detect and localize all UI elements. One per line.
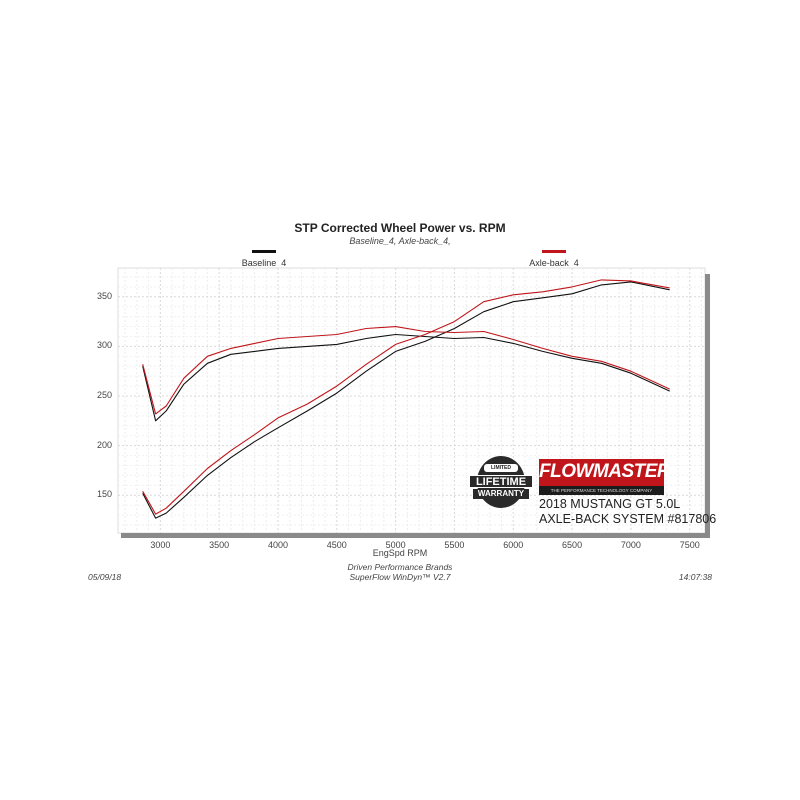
footer-time: 14:07:38 <box>678 572 712 582</box>
footer-software: SuperFlow WinDyn™ V2.7 <box>349 572 451 582</box>
y-tick-label: 250 <box>96 390 112 401</box>
series-line-baseline-upper <box>142 333 670 422</box>
legend-swatch-axleback <box>542 250 566 253</box>
series-line-baseline-lower <box>142 281 670 519</box>
footer-date: 05/09/18 <box>88 572 122 582</box>
x-tick-label: 7500 <box>679 540 700 550</box>
x-tick-label: 7000 <box>620 540 641 550</box>
series-line-axleback-upper <box>142 326 670 415</box>
product-description: 2018 MUSTANG GT 5.0L AXLE-BACK SYSTEM #8… <box>539 497 716 527</box>
x-axis-label: EngSpd RPM <box>372 548 428 558</box>
flowmaster-logo: FLOWMASTER THE PERFORMANCE TECHNOLOGY CO… <box>539 459 671 495</box>
series-line-axleback-lower <box>142 279 670 515</box>
warranty-badge-logo: LIMITED LIFETIME WARRANTY <box>469 456 533 510</box>
y-tick-label: 350 <box>96 290 112 301</box>
product-line2: AXLE-BACK SYSTEM #817806 <box>539 512 717 526</box>
legend-label-axleback: Axle-back_4 <box>529 258 579 268</box>
chart-title: STP Corrected Wheel Power vs. RPM <box>294 221 506 235</box>
x-tick-label: 4000 <box>267 540 288 550</box>
legend-label-baseline: Baseline_4 <box>241 258 287 268</box>
y-tick-label: 200 <box>96 439 112 450</box>
x-tick-label: 6500 <box>562 540 583 550</box>
x-tick-label: 3500 <box>209 540 230 550</box>
y-tick-label: 150 <box>96 489 112 500</box>
plot-shadow-bottom <box>121 533 708 538</box>
x-tick-label: 4500 <box>326 540 347 550</box>
chart-subtitle: Baseline_4, Axle-back_4, <box>349 236 451 246</box>
legend-swatch-baseline <box>252 250 276 253</box>
y-tick-label: 300 <box>96 340 112 351</box>
footer-company: Driven Performance Brands <box>347 562 453 572</box>
x-tick-label: 3000 <box>150 540 171 550</box>
plot-shadow-right <box>705 274 710 538</box>
product-line1: 2018 MUSTANG GT 5.0L <box>539 497 681 511</box>
x-tick-label: 5000 <box>385 540 406 550</box>
x-tick-label: 6000 <box>503 540 524 550</box>
x-tick-label: 5500 <box>444 540 465 550</box>
